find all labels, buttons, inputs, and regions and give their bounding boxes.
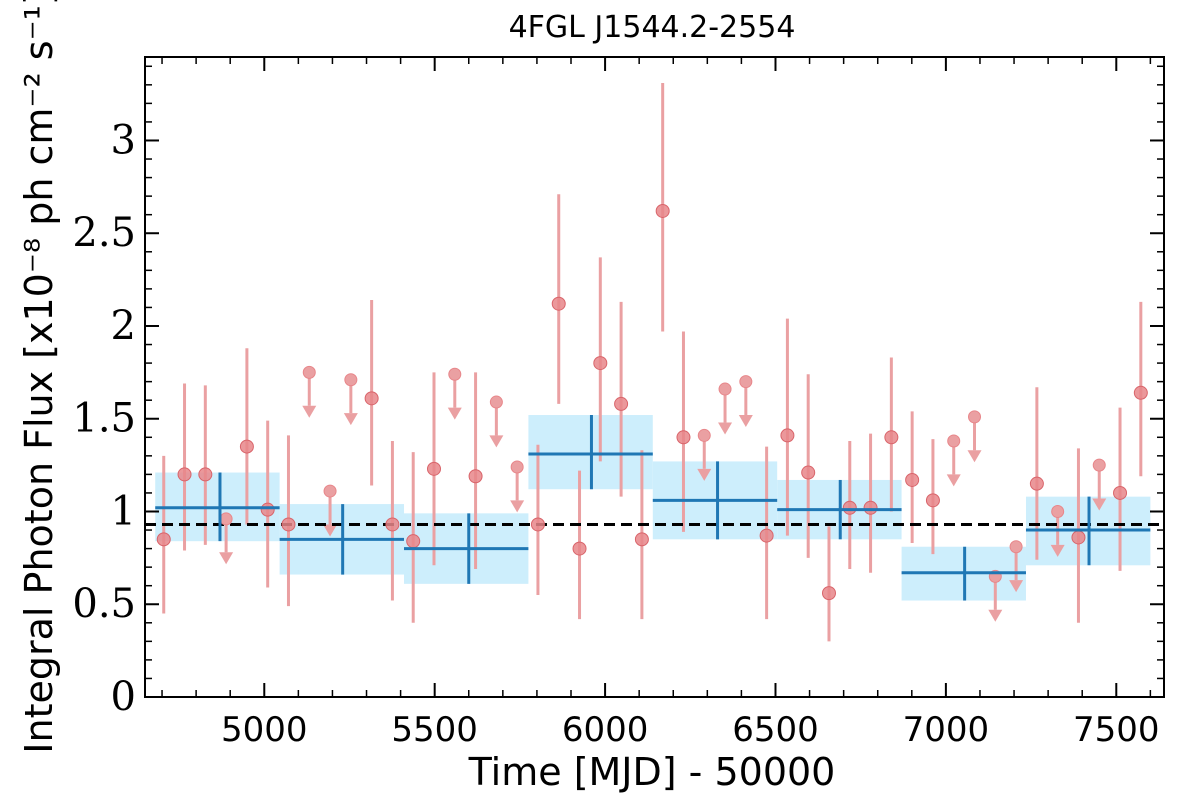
flux-point bbox=[905, 472, 920, 487]
flux-point bbox=[821, 586, 836, 601]
flux-point bbox=[551, 296, 566, 311]
flux-point bbox=[177, 467, 192, 482]
upper-limit-arrowhead bbox=[343, 413, 358, 426]
flux-point bbox=[468, 469, 483, 484]
upper-limit-arrowhead bbox=[697, 468, 712, 481]
upper-limit-marker bbox=[510, 460, 524, 474]
x-tick-label: 6500 bbox=[732, 710, 819, 750]
upper-limit-marker bbox=[1092, 458, 1106, 472]
flux-point bbox=[239, 439, 254, 454]
flux-point bbox=[593, 356, 608, 371]
binned-fluxes bbox=[155, 415, 1151, 601]
upper-limit-marker bbox=[697, 428, 711, 442]
flux-point bbox=[156, 532, 171, 547]
x-axis-label: Time [MJD] - 50000 bbox=[468, 750, 836, 794]
upper-limit-arrowhead bbox=[219, 552, 234, 565]
upper-limit-arrowhead bbox=[1009, 580, 1024, 593]
upper-limit-marker bbox=[448, 367, 462, 381]
y-tick-label: 2.5 bbox=[72, 210, 136, 256]
y-tick-label: 2 bbox=[111, 303, 136, 349]
y-tick-labels: 0 0.5 1 1.5 2 2.5 3 bbox=[72, 117, 136, 720]
x-tick-label: 7500 bbox=[1073, 710, 1160, 750]
upper-limit-arrowhead bbox=[1050, 544, 1065, 557]
flux-point bbox=[530, 517, 545, 532]
upper-limit-arrowhead bbox=[988, 609, 1003, 622]
flux-point bbox=[260, 502, 275, 517]
upper-limit-arrowhead bbox=[718, 422, 733, 435]
upper-limit-arrowhead bbox=[946, 474, 961, 487]
x-tick-label: 6000 bbox=[562, 710, 649, 750]
upper-limit-marker bbox=[219, 512, 233, 526]
y-tick-label: 1 bbox=[111, 488, 136, 534]
upper-limit-arrowhead bbox=[967, 450, 982, 463]
upper-limit-arrowhead bbox=[302, 405, 317, 418]
flux-point bbox=[925, 493, 940, 508]
upper-limit-marker bbox=[947, 434, 961, 448]
x-tick-label: 7000 bbox=[903, 710, 990, 750]
y-tick-label: 1.5 bbox=[72, 396, 136, 442]
flux-point bbox=[884, 430, 899, 445]
chart-title: 4FGL J1544.2-2554 bbox=[509, 10, 796, 45]
upper-limit-arrowhead bbox=[489, 435, 504, 448]
upper-limit-marker bbox=[489, 395, 503, 409]
flux-point bbox=[364, 391, 379, 406]
flux-point bbox=[1029, 476, 1044, 491]
x-tick-label: 5000 bbox=[221, 710, 308, 750]
data-points bbox=[156, 203, 1148, 601]
flux-point bbox=[427, 461, 442, 476]
upper-limit-arrowhead bbox=[1092, 498, 1107, 511]
plot-frame bbox=[144, 56, 1165, 698]
flux-point bbox=[759, 528, 774, 543]
flux-point bbox=[634, 532, 649, 547]
upper-limit-arrowhead bbox=[510, 500, 525, 513]
upper-limit-marker bbox=[1051, 504, 1065, 518]
y-tick-label: 0 bbox=[111, 674, 136, 720]
x-tick-labels: 5000 5500 6000 6500 7000 7500 bbox=[221, 710, 1160, 750]
y-tick-label: 3 bbox=[111, 117, 136, 163]
flux-point bbox=[198, 467, 213, 482]
y-axis-label: Integral Photon Flux [x10⁻⁸ ph cm⁻² s⁻¹] bbox=[17, 0, 61, 754]
flux-point bbox=[385, 517, 400, 532]
axis-ticks bbox=[145, 57, 1164, 698]
upper-limit-marker bbox=[344, 373, 358, 387]
upper-limit-arrowhead bbox=[323, 524, 338, 537]
flux-point bbox=[572, 541, 587, 556]
x-tick-label: 5500 bbox=[391, 710, 478, 750]
y-tick-label: 0.5 bbox=[72, 581, 136, 627]
upper-limit-marker bbox=[739, 375, 753, 389]
upper-limit-arrowhead bbox=[447, 407, 462, 420]
upper-limit-marker bbox=[323, 484, 337, 498]
flux-point bbox=[1113, 485, 1128, 500]
flux-point bbox=[801, 465, 816, 480]
flux-point bbox=[1071, 530, 1086, 545]
flux-point bbox=[655, 203, 670, 218]
flux-point bbox=[406, 534, 421, 549]
upper-limit-marker bbox=[968, 410, 982, 424]
upper-limit-marker bbox=[302, 365, 316, 379]
upper-limit-arrowhead bbox=[738, 415, 753, 428]
flux-point bbox=[676, 430, 691, 445]
flux-point bbox=[863, 500, 878, 515]
flux-point bbox=[1133, 385, 1148, 400]
flux-point bbox=[780, 428, 795, 443]
flux-point bbox=[842, 500, 857, 515]
upper-limit-marker bbox=[1009, 540, 1023, 554]
flux-point bbox=[281, 517, 296, 532]
flux-point bbox=[614, 396, 629, 411]
upper-limit-marker bbox=[718, 382, 732, 396]
